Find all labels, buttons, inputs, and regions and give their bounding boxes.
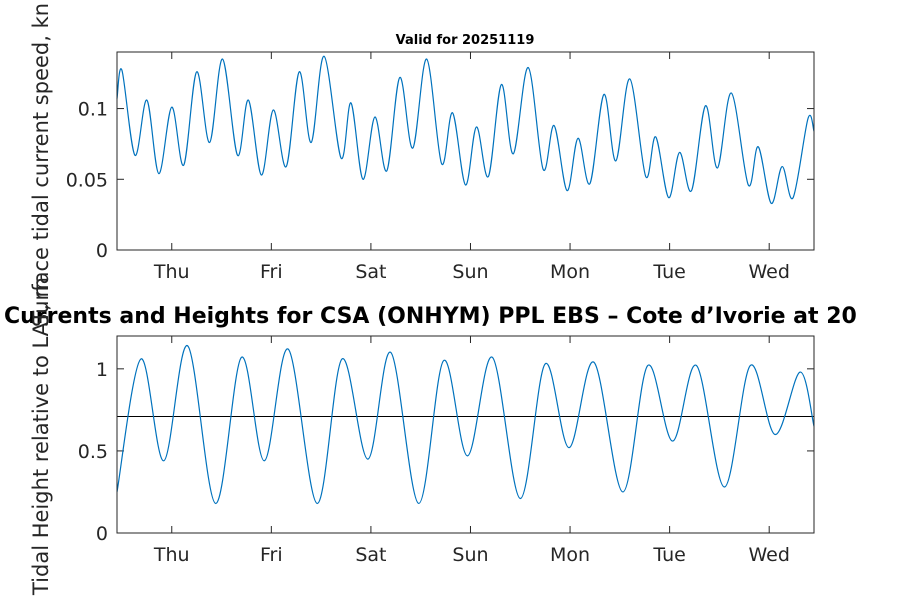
current-speed-x-tick-label: Thu — [153, 261, 190, 283]
tidal-height-y-axis-label: Tidal Height relative to LAT, m — [29, 277, 53, 596]
tidal-height-axes-frame — [116, 335, 815, 534]
tidal-height-x-tick-label: Tue — [652, 544, 685, 566]
tidal-height-axes: 0 0.5 1 Thu Fri Sat Sun Mon Tue Wed — [78, 336, 814, 566]
tidal-height-chart-title: Currents and Heights for CSA (ONHYM) PPL… — [4, 304, 857, 329]
current-speed-x-tick-label: Sun — [452, 261, 488, 283]
tidal-height-y-tick-label: 0.5 — [78, 441, 108, 463]
current-speed-chart: Valid for 20251119 0 0.05 0.1 Thu Fri Sat Sun M… — [66, 33, 815, 283]
current-speed-chart-title: Valid for 20251119 — [396, 33, 535, 48]
tidal-height-x-tick-label: Thu — [153, 544, 190, 566]
tidal-height-x-tick-label: Mon — [550, 544, 590, 566]
current-speed-series-line — [116, 55, 815, 204]
current-speed-x-tick-label: Fri — [260, 261, 283, 283]
current-speed-x-tick-label: Wed — [748, 261, 789, 283]
current-speed-y-tick-label: 0 — [96, 240, 108, 262]
tidal-height-x-tick-label: Wed — [748, 544, 789, 566]
tidal-height-x-tick-label: Sat — [355, 544, 386, 566]
current-speed-x-tick-label: Mon — [550, 261, 590, 283]
tidal-height-x-tick-label: Fri — [260, 544, 283, 566]
current-speed-y-axis-label: Surface tidal current speed, kn — [29, 3, 53, 327]
tidal-height-y-tick-label: 0 — [96, 523, 108, 545]
tidal-height-series-line — [116, 345, 815, 505]
current-speed-x-tick-label: Tue — [652, 261, 685, 283]
tidal-height-x-tick-label: Sun — [452, 544, 488, 566]
tidal-height-y-tick-label: 1 — [96, 359, 108, 381]
current-speed-axes-frame — [116, 51, 815, 251]
current-speed-y-tick-label: 0.1 — [78, 99, 108, 121]
current-speed-y-tick-label: 0.05 — [66, 169, 108, 191]
current-speed-x-tick-label: Sat — [355, 261, 386, 283]
current-speed-axes: 0 0.05 0.1 Thu Fri Sat Sun Mon Tue Wed — [66, 52, 814, 283]
tidal-height-chart: 0 0.5 1 Thu Fri Sat Sun Mon Tue Wed Currents and … — [4, 304, 857, 566]
